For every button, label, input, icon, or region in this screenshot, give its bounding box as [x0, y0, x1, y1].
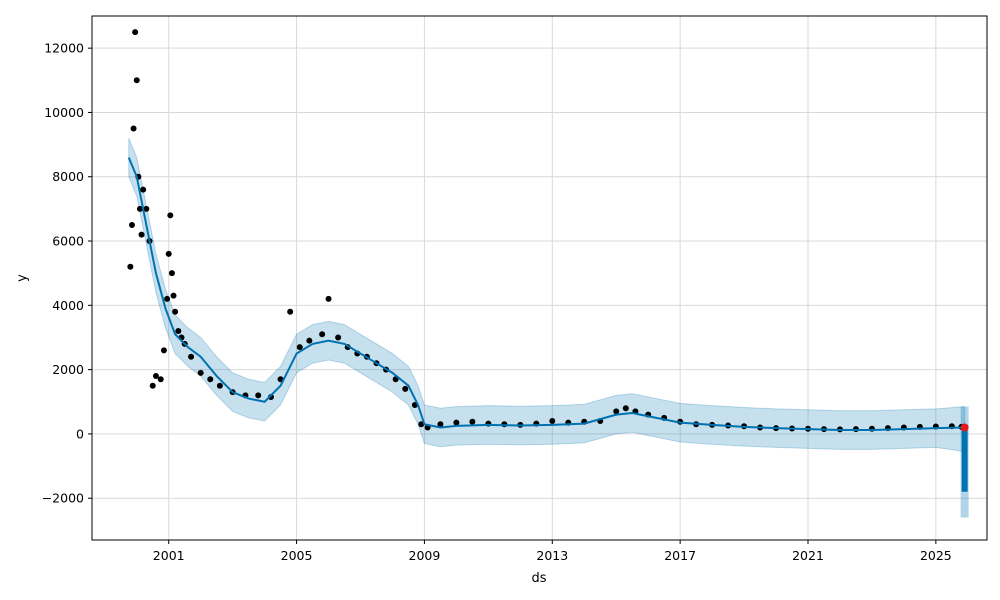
observed-point	[402, 385, 409, 392]
forecast-line-path	[127, 157, 965, 432]
observed-point	[335, 334, 342, 341]
x-tick-label: 2009	[409, 548, 441, 563]
y-tick-label: 10000	[44, 105, 84, 120]
observed-point	[168, 270, 175, 277]
observed-point	[149, 382, 156, 389]
x-ticks: 2001 2005 2009 2013 2017 2021 2025	[153, 540, 952, 563]
observed-point	[296, 344, 303, 351]
observed-point	[143, 205, 150, 212]
x-tick-label: 2001	[153, 548, 185, 563]
uncertainty-interval-area	[128, 137, 966, 453]
y-tick-label: 0	[76, 426, 84, 441]
observed-point	[165, 250, 172, 257]
y-ticks: −2000 0 2000 4000 6000 8000 10000 12000	[42, 41, 92, 506]
observed-point	[469, 418, 476, 425]
observed-point	[549, 418, 556, 425]
observed-point	[157, 376, 164, 383]
x-tick-label: 2021	[792, 548, 824, 563]
x-tick-label: 2005	[281, 548, 313, 563]
grid	[92, 16, 987, 540]
x-tick-label: 2025	[920, 548, 952, 563]
observed-points	[127, 29, 965, 433]
observed-point	[453, 419, 460, 426]
observed-point	[319, 331, 326, 338]
observed-point	[287, 308, 294, 315]
observed-point	[133, 77, 140, 84]
highlight-point	[960, 423, 969, 432]
observed-point	[216, 382, 223, 389]
observed-point	[152, 373, 159, 380]
x-tick-label: 2013	[536, 548, 568, 563]
observed-point	[160, 347, 167, 354]
x-tick-label: 2017	[664, 548, 696, 563]
forecast-line	[127, 157, 969, 492]
observed-point	[132, 29, 139, 36]
uncertainty-band	[128, 137, 969, 518]
observed-point	[613, 408, 620, 415]
observed-point	[622, 405, 629, 412]
observed-point	[172, 308, 179, 315]
y-tick-label: 6000	[52, 234, 84, 249]
observed-point	[188, 353, 195, 360]
observed-point	[197, 369, 204, 376]
observed-point	[138, 231, 145, 238]
observed-point	[140, 186, 147, 193]
observed-point	[127, 263, 134, 270]
observed-point	[325, 295, 332, 302]
x-axis-label: ds	[531, 571, 546, 586]
observed-point	[170, 292, 177, 299]
observed-point	[164, 295, 171, 302]
observed-point	[255, 392, 262, 399]
observed-point	[128, 221, 135, 228]
y-axis-label: y	[15, 274, 30, 282]
plot-frame	[91, 15, 988, 541]
observed-point	[130, 125, 137, 132]
y-tick-label: 4000	[52, 298, 84, 313]
y-tick-label: 8000	[52, 169, 84, 184]
observed-point	[167, 212, 174, 219]
observed-point	[437, 421, 444, 428]
y-tick-label: 12000	[44, 41, 84, 56]
observed-point	[207, 376, 214, 383]
observed-point	[418, 421, 425, 428]
observed-point	[306, 337, 313, 344]
observed-point	[136, 205, 143, 212]
observed-point	[175, 328, 182, 335]
y-tick-label: 2000	[52, 362, 84, 377]
y-tick-label: −2000	[42, 491, 84, 506]
